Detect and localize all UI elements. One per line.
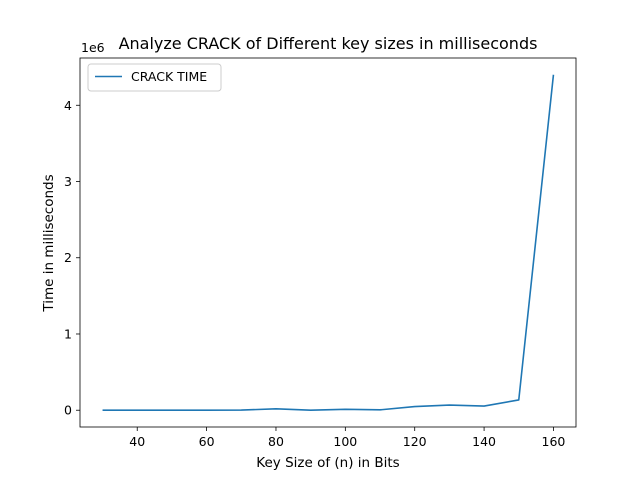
x-axis-label: Key Size of (n) in Bits [256,455,399,471]
plot-area: 40 60 80 100 120 140 160 0 1 2 3 4 [64,57,577,449]
y-offset-label: 1e6 [81,40,105,55]
x-tick-label: 80 [268,434,284,449]
y-tick-label: 4 [64,98,72,113]
y-tick-label: 0 [64,403,72,418]
legend-label: CRACK TIME [131,69,207,84]
series-line [102,74,555,412]
x-tick-label: 100 [333,434,357,449]
x-tick-label: 120 [403,434,427,449]
x-tick-label: 140 [472,434,496,449]
x-tick-label: 60 [199,434,215,449]
legend-box [87,63,222,92]
axes-frame [79,57,577,428]
x-tick-label: 160 [542,434,566,449]
y-tick-label: 2 [64,250,72,265]
y-tick-label: 3 [64,174,72,189]
x-tick-label: 40 [129,434,145,449]
legend: CRACK TIME [87,63,222,92]
y-axis-label: Time in milliseconds [41,174,57,312]
chart-title: Analyze CRACK of Different key sizes in … [119,34,538,53]
y-tick-label: 1 [64,326,72,341]
